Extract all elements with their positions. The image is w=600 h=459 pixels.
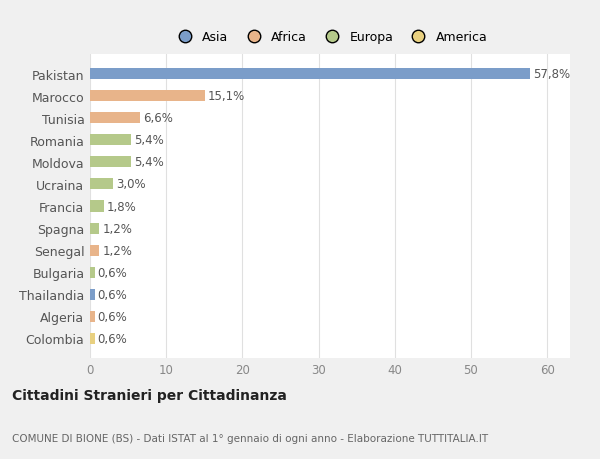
Bar — [90, 267, 95, 278]
Text: 5,4%: 5,4% — [134, 156, 164, 169]
Text: 1,8%: 1,8% — [107, 200, 137, 213]
Bar — [90, 201, 104, 212]
Text: 57,8%: 57,8% — [533, 68, 571, 81]
Bar — [90, 179, 113, 190]
Bar — [90, 223, 99, 234]
Text: 1,2%: 1,2% — [102, 244, 132, 257]
Text: 1,2%: 1,2% — [102, 222, 132, 235]
Text: COMUNE DI BIONE (BS) - Dati ISTAT al 1° gennaio di ogni anno - Elaborazione TUTT: COMUNE DI BIONE (BS) - Dati ISTAT al 1° … — [12, 433, 488, 442]
Text: 3,0%: 3,0% — [116, 178, 146, 191]
Bar — [90, 311, 95, 322]
Text: 0,6%: 0,6% — [98, 288, 127, 301]
Text: 6,6%: 6,6% — [143, 112, 173, 125]
Text: Cittadini Stranieri per Cittadinanza: Cittadini Stranieri per Cittadinanza — [12, 388, 287, 403]
Text: 15,1%: 15,1% — [208, 90, 245, 103]
Text: 0,6%: 0,6% — [98, 310, 127, 323]
Bar — [90, 289, 95, 300]
Bar — [90, 91, 205, 102]
Bar — [90, 333, 95, 344]
Bar — [90, 113, 140, 124]
Bar — [90, 69, 530, 80]
Bar — [90, 157, 131, 168]
Bar — [90, 245, 99, 256]
Text: 0,6%: 0,6% — [98, 332, 127, 345]
Legend: Asia, Africa, Europa, America: Asia, Africa, Europa, America — [172, 31, 488, 44]
Bar — [90, 135, 131, 146]
Text: 5,4%: 5,4% — [134, 134, 164, 147]
Text: 0,6%: 0,6% — [98, 266, 127, 279]
